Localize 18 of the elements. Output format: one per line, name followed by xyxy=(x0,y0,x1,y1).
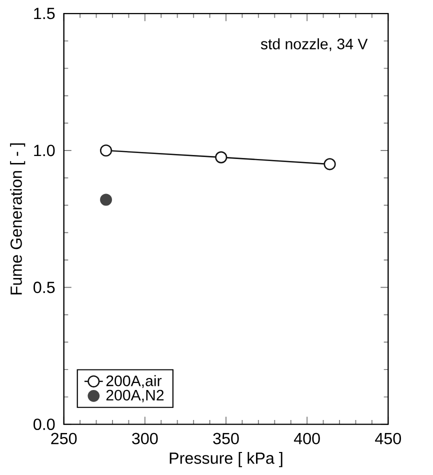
point xyxy=(214,151,228,164)
point xyxy=(324,158,336,170)
x-tick-label: 300 xyxy=(132,432,158,444)
annotation: std nozzle, 34 V xyxy=(260,38,368,52)
legend-label: 200A,N2 xyxy=(106,390,164,402)
point xyxy=(100,144,112,157)
x-tick-label: 400 xyxy=(294,432,320,444)
y-tick-label: 0.0 xyxy=(33,418,55,430)
legend-label: 200A,air xyxy=(106,375,162,388)
x-tick-label: 250 xyxy=(51,432,77,444)
y-tick-label: 1.0 xyxy=(34,144,55,156)
y-tick-label: 1.5 xyxy=(34,8,55,20)
y-axis-title: Fume Generation [ - ] xyxy=(10,143,25,294)
x-tick-label: 350 xyxy=(212,432,239,444)
y-tick-label: 0.5 xyxy=(33,282,55,294)
x-tick-label: 450 xyxy=(374,432,401,444)
x-axis-title: Pressure [ kPa ] xyxy=(170,452,282,468)
point xyxy=(100,194,112,206)
